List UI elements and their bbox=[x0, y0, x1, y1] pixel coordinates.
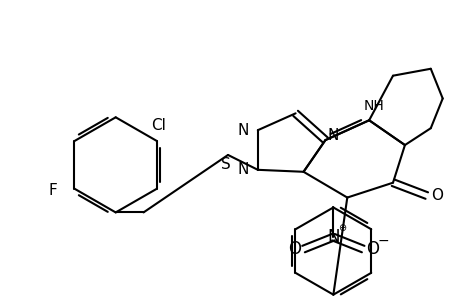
Text: NH: NH bbox=[363, 99, 384, 113]
Text: Cl: Cl bbox=[151, 118, 166, 133]
Text: F: F bbox=[48, 183, 57, 198]
Text: O: O bbox=[430, 188, 442, 203]
Text: N: N bbox=[237, 123, 248, 138]
Text: ⊕: ⊕ bbox=[337, 223, 346, 233]
Text: S: S bbox=[221, 158, 230, 172]
Text: O: O bbox=[365, 240, 378, 258]
Text: O: O bbox=[287, 240, 301, 258]
Text: N: N bbox=[237, 162, 248, 177]
Text: −: − bbox=[376, 234, 388, 248]
Text: N: N bbox=[326, 228, 339, 246]
Text: N: N bbox=[327, 128, 338, 142]
